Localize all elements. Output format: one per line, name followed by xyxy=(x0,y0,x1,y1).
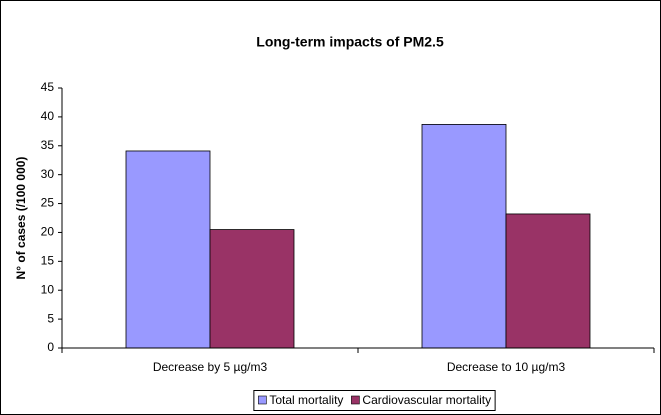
legend-label: Total mortality xyxy=(269,393,343,407)
y-tick-label: 20 xyxy=(41,225,55,239)
bar xyxy=(505,213,591,349)
y-tick-label: 0 xyxy=(47,340,54,354)
y-tick-label: 10 xyxy=(41,282,55,296)
y-tick-label: 45 xyxy=(41,80,55,94)
legend-swatch xyxy=(258,395,267,405)
chart-title: Long-term impacts of PM2.5 xyxy=(256,34,444,50)
bar xyxy=(209,229,295,349)
y-tick-label: 40 xyxy=(41,109,55,123)
legend-box xyxy=(253,390,496,411)
x-tick-label: Decrease to 10 µg/m3 xyxy=(447,360,566,374)
y-tick-label: 35 xyxy=(41,138,55,152)
legend-label: Cardiovascular mortality xyxy=(362,393,491,407)
bar xyxy=(421,124,507,349)
y-axis-label: N° of cases (/100 000) xyxy=(14,157,28,280)
y-tick-label: 30 xyxy=(41,167,55,181)
x-tick-label: Decrease by 5 µg/m3 xyxy=(153,360,268,374)
y-tick-label: 5 xyxy=(47,311,54,325)
y-tick-label: 15 xyxy=(41,254,55,268)
y-tick-label: 25 xyxy=(41,196,55,210)
legend-swatch xyxy=(351,395,360,405)
bar xyxy=(125,150,211,349)
